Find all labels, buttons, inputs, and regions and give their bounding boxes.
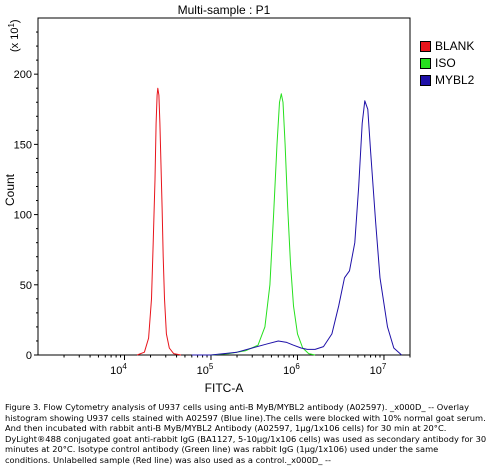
- plot-frame: [37, 17, 411, 356]
- legend-item-mybl2: MYBL2: [420, 72, 474, 88]
- y-tick-label: 200: [14, 69, 32, 81]
- legend-label-mybl2: MYBL2: [435, 73, 475, 87]
- caption-line: And then incubated with rabbit anti-B My…: [5, 423, 447, 434]
- legend-swatch-iso: [420, 57, 431, 69]
- caption-line: Figure 3. Flow Cytometry analysis of U93…: [5, 402, 469, 412]
- legend-item-iso: ISO: [420, 55, 474, 71]
- x-tick-label: 106: [283, 362, 300, 377]
- caption-line: minutes at 20°C. Isotype control antibod…: [5, 444, 439, 455]
- y-tick-label: 150: [14, 139, 32, 151]
- legend-label-iso: ISO: [435, 56, 456, 70]
- y-multiplier-exp: 1: [7, 23, 16, 28]
- legend-swatch-blank: [420, 40, 431, 52]
- legend-item-blank: BLANK: [420, 38, 474, 54]
- series-line-mybl2: [191, 100, 402, 356]
- series-line-iso: [210, 93, 316, 356]
- chart-title: Multi-sample : P1: [178, 3, 271, 17]
- series-line-blank: [136, 87, 182, 356]
- y-tick-label: 50: [20, 280, 32, 292]
- y-axis: 0 50 100 150 200: [14, 31, 38, 362]
- y-axis-label: Count: [3, 173, 17, 206]
- caption-line: conditions. Unlabelled sample (Red line)…: [5, 454, 332, 465]
- legend: BLANK ISO MYBL2: [420, 38, 474, 89]
- legend-swatch-mybl2: [420, 74, 431, 86]
- y-tick-label: 0: [26, 350, 32, 362]
- x-tick-label: 107: [370, 362, 387, 377]
- legend-label-blank: BLANK: [435, 39, 475, 53]
- y-multiplier-suffix: ): [9, 19, 21, 23]
- y-axis-multiplier: (x 101): [7, 19, 21, 52]
- histogram-series: [136, 87, 402, 356]
- x-tick-label: 105: [197, 362, 214, 377]
- x-tick-label: 104: [110, 362, 127, 377]
- x-axis: 104 105 106 107: [63, 355, 411, 377]
- x-axis-label: FITC-A: [205, 381, 244, 395]
- figure-caption: Figure 3. Flow Cytometry analysis of U93…: [5, 402, 495, 466]
- caption-line: DyLight®488 conjugated goat anti-rabbit …: [5, 433, 487, 444]
- y-tick-label: 100: [14, 210, 32, 222]
- caption-line: histogram showing U937 cells stained wit…: [5, 412, 486, 423]
- y-multiplier-prefix: (x 10: [9, 28, 21, 52]
- flow-cytometry-chart: Multi-sample : P1 (x 101) Count FITC-A 0…: [3, 3, 411, 395]
